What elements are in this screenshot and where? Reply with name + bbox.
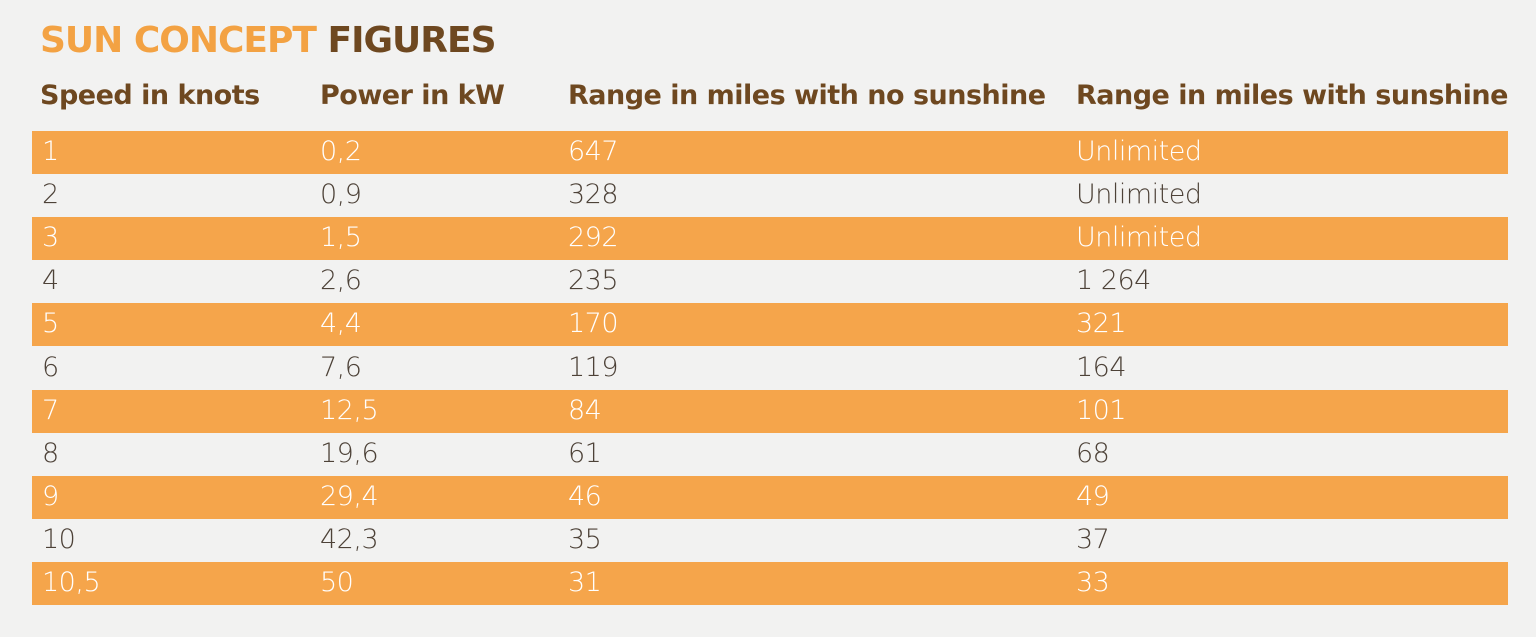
table-row: 5 4,4 170 321 [32,303,1508,347]
table-cell: 8 [42,437,59,469]
table-cell: 84 [568,394,602,426]
table-cell: 1 264 [1076,265,1151,297]
table-cell: 292 [568,222,619,254]
table-cell: 1 [42,136,59,167]
column-header: Range in miles with sunshine [1076,80,1508,111]
table-cell: 4,4 [320,308,362,340]
table-cell: 61 [568,437,602,469]
column-header: Range in miles with no sunshine [568,80,1046,111]
table-cell: 42,3 [320,523,379,555]
title-part: FIGURES [327,20,496,61]
table-cell: 33 [1076,567,1110,598]
table-row: 6 7,6 119 164 [32,347,1508,390]
table-row: 3 1,5 292 Unlimited [32,217,1508,261]
table-cell: 31 [568,567,602,598]
table-cell: 19,6 [320,437,379,469]
column-header: Power in kW [320,80,505,111]
table-cell: 6 [42,351,59,383]
table-cell: 0,2 [320,136,362,167]
table-cell: 101 [1076,394,1127,426]
table-row: 9 29,4 46 49 [32,475,1508,519]
table-cell: 1,5 [320,222,362,254]
table-cell: 2,6 [320,265,362,297]
table-cell: 9 [42,480,59,512]
table-cell: 35 [568,523,602,555]
table-cell: 328 [568,179,619,211]
table-cell: 647 [568,136,619,167]
table-cell: 46 [568,480,602,512]
table-row: 10,5 50 31 33 [32,562,1508,605]
table-cell: 3 [42,222,59,254]
title-part: SUN CONCEPT [40,20,317,61]
table-cell: 10 [42,523,76,555]
table-cell: 12,5 [320,394,379,426]
table-cell: 7 [42,394,59,426]
table-cell: Unlimited [1076,222,1202,254]
table-cell: 0,9 [320,179,362,211]
table-row: 7 12,5 84 101 [32,389,1508,433]
table-row: 2 0,9 328 Unlimited [32,174,1508,217]
table-row: 10 42,3 35 37 [32,519,1508,562]
table-cell: 170 [568,308,619,340]
table-cell: 164 [1076,351,1127,383]
table-cell: 37 [1076,523,1110,555]
table-cell: 5 [42,308,59,340]
table-row: 4 2,6 235 1 264 [32,260,1508,303]
table-cell: Unlimited [1076,179,1202,211]
table-cell: 7,6 [320,351,362,383]
table-cell: 29,4 [320,480,379,512]
table-cell: 321 [1076,308,1127,340]
table-cell: 68 [1076,437,1110,469]
table-cell: 4 [42,265,59,297]
table-row: 8 19,6 61 68 [32,433,1508,476]
table-cell: 2 [42,179,59,211]
table-cell: 10,5 [42,567,101,598]
table-cell: 119 [568,351,619,383]
table-cell: 235 [568,265,619,297]
column-header: Speed in knots [40,80,260,111]
title: SUN CONCEPT FIGURES [40,20,497,61]
table-row: 1 0,2 647 Unlimited [32,131,1508,174]
table-cell: 49 [1076,480,1110,512]
table-cell: 50 [320,567,354,598]
table-cell: Unlimited [1076,136,1202,167]
